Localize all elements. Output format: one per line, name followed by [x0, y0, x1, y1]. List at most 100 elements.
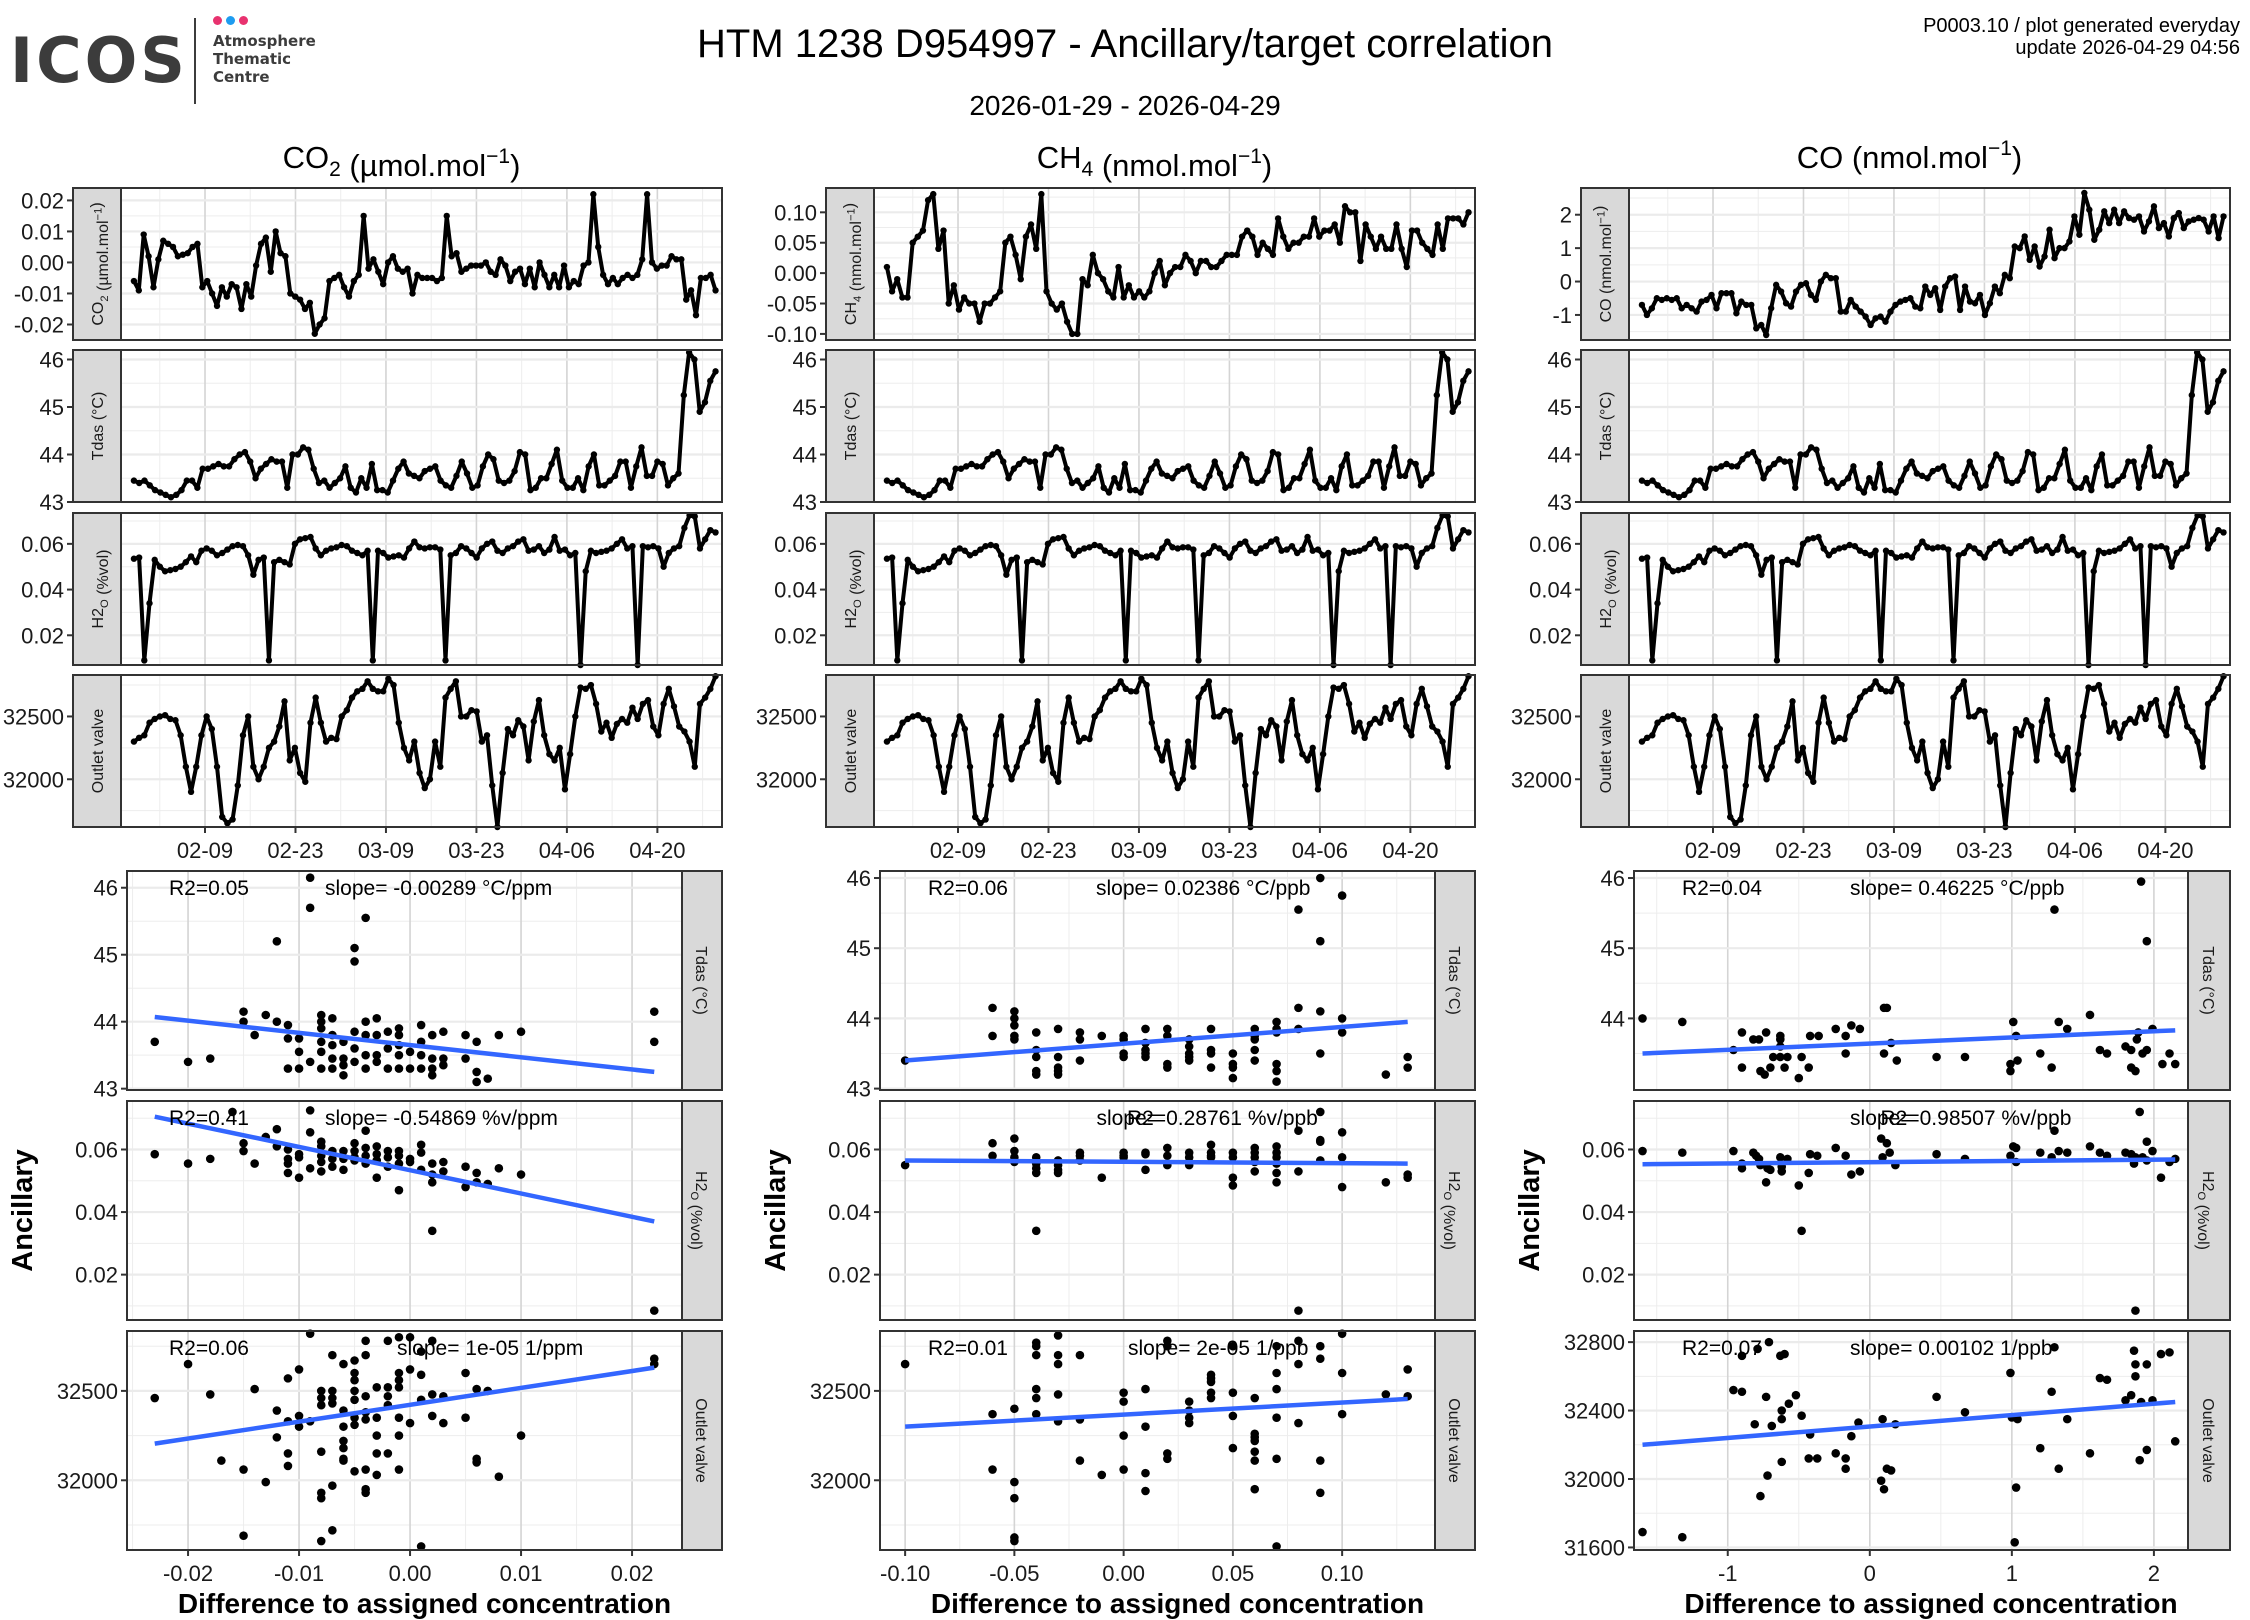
data-point — [141, 477, 148, 484]
data-point — [1089, 251, 1097, 259]
data-point — [504, 545, 512, 552]
data-point — [497, 256, 504, 263]
data-point — [1820, 545, 1827, 552]
y-tick-label: 46 — [847, 866, 871, 891]
data-point — [336, 475, 344, 482]
y-tick-label: -1 — [1552, 303, 1572, 328]
data-point — [1728, 463, 1736, 470]
data-point — [531, 284, 538, 291]
data-point — [257, 240, 265, 248]
data-point — [1238, 233, 1246, 240]
data-point — [511, 467, 518, 475]
scatter-point — [1841, 1464, 1850, 1474]
data-point — [2029, 451, 2037, 458]
data-point — [1142, 477, 1150, 484]
data-point — [1345, 700, 1353, 708]
data-point — [629, 704, 636, 711]
data-point — [457, 542, 465, 550]
data-point — [707, 377, 714, 385]
scatter-point — [1638, 1527, 1647, 1537]
data-point — [2204, 700, 2212, 708]
data-point — [238, 305, 245, 313]
data-point — [1153, 458, 1160, 465]
data-point — [1763, 776, 1770, 783]
data-point — [1357, 257, 1364, 265]
scatter-point — [1228, 1153, 1238, 1162]
data-point — [1893, 675, 1900, 682]
data-point — [1371, 715, 1379, 723]
data-point — [966, 552, 974, 559]
data-point — [241, 448, 249, 456]
data-point — [701, 694, 709, 701]
data-point — [2056, 244, 2063, 252]
scatter-point — [1794, 1073, 1804, 1083]
scatter-point — [383, 1064, 393, 1073]
data-point — [961, 725, 969, 733]
data-point — [156, 563, 164, 570]
scatter-point — [2148, 1146, 2157, 1156]
scatter-point — [2102, 1375, 2112, 1385]
data-point — [199, 465, 206, 472]
data-point — [950, 282, 958, 289]
scatter-point — [1337, 1182, 1347, 1192]
scatter-point — [461, 1413, 470, 1423]
data-point — [1433, 391, 1441, 399]
data-point — [1927, 291, 1934, 299]
data-point — [1387, 715, 1394, 723]
scatter-point — [427, 1411, 437, 1421]
data-point — [1827, 274, 1835, 282]
facet-strip-label: H2O (%vol) — [843, 550, 865, 629]
data-point — [322, 547, 330, 554]
panel-background — [880, 1101, 1435, 1320]
data-point — [1867, 685, 1874, 693]
y-tick-label: 32500 — [756, 704, 817, 729]
facet-strip-label: Outlet valve — [843, 709, 860, 794]
data-point — [1939, 738, 1947, 745]
data-point — [321, 315, 328, 322]
data-point — [1789, 558, 1796, 566]
scatter-point — [1294, 1167, 1303, 1176]
data-point — [1148, 719, 1155, 726]
data-point — [1782, 300, 1790, 307]
data-point — [540, 732, 548, 739]
data-point — [1112, 552, 1119, 559]
data-point — [2147, 542, 2155, 550]
data-point — [909, 563, 917, 570]
y-tick-label: 0.06 — [21, 532, 64, 557]
data-point — [416, 544, 423, 551]
data-point — [1851, 706, 1859, 714]
data-point — [2163, 545, 2170, 552]
scatter-point — [294, 1047, 304, 1057]
data-point — [363, 484, 370, 491]
data-point — [989, 451, 996, 458]
data-point — [423, 274, 431, 282]
scatter-point — [383, 1449, 393, 1458]
scatter-point — [2054, 1017, 2064, 1027]
scatter-point — [1010, 1477, 1019, 1487]
data-point — [1912, 303, 1919, 310]
data-point — [478, 738, 486, 745]
data-point — [634, 715, 641, 723]
scatter-point — [1776, 1035, 1785, 1044]
data-point — [1037, 484, 1044, 491]
y-tick-label: 0.06 — [1582, 1137, 1625, 1162]
data-point — [248, 293, 255, 300]
data-point — [157, 489, 164, 496]
data-point — [1862, 688, 1869, 695]
data-point — [2046, 226, 2053, 233]
data-point — [2101, 208, 2108, 215]
scatter-point — [250, 1159, 259, 1168]
facet-strip — [72, 674, 122, 828]
data-point — [414, 271, 421, 279]
scatter-point — [2142, 1137, 2152, 1146]
data-point — [1836, 545, 1843, 552]
y-tick-label: 0.06 — [75, 1137, 118, 1162]
scatter-point — [2006, 1059, 2015, 1069]
data-point — [910, 489, 917, 496]
data-point — [2178, 545, 2186, 552]
scatter-point — [1337, 1409, 1347, 1419]
scatter-point — [439, 1157, 448, 1167]
facet-strip-label: Tdas (°C) — [90, 392, 107, 461]
y-tick-label: 32400 — [1564, 1399, 1625, 1424]
scatter-point — [1228, 1443, 1238, 1453]
